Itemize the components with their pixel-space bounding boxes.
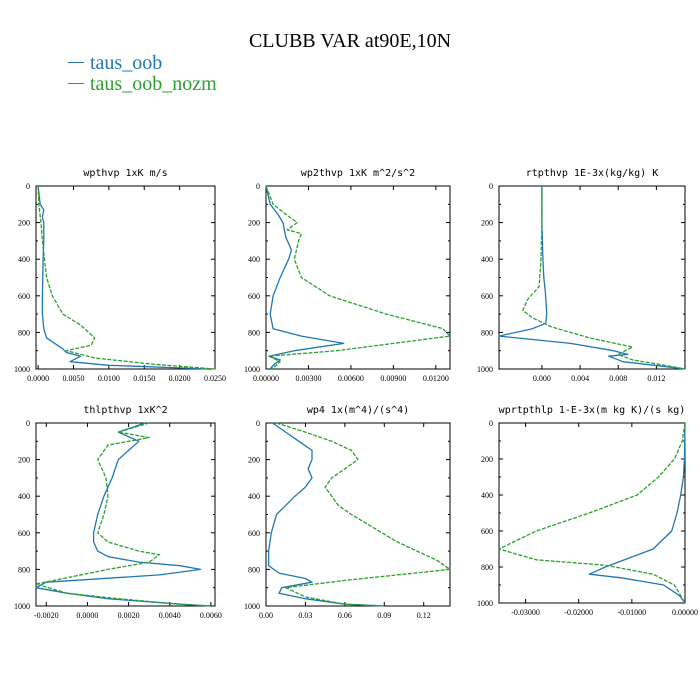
y-tick-label: 0	[489, 419, 493, 428]
x-tick-label: -0.03000	[511, 608, 540, 617]
y-tick-label: 400	[18, 492, 30, 501]
y-tick-label: 1000	[477, 365, 493, 374]
x-tick-label: 0.01200	[423, 374, 449, 383]
legend-label: taus_oob	[90, 52, 163, 74]
x-tick-label: 0.0040	[159, 611, 181, 620]
panel-title: thlpthvp 1xK^2	[83, 405, 167, 416]
x-tick-label: 0.0150	[133, 374, 155, 383]
x-tick-label: 0.12	[417, 611, 431, 620]
series-line-taus-oob-nozm	[265, 185, 451, 370]
chart-title: CLUBB VAR at90E,10N	[248, 30, 452, 52]
x-tick-label: 0.00000	[672, 608, 698, 617]
series-line-taus-oob	[265, 185, 345, 370]
x-tick-label: 0.0020	[118, 611, 140, 620]
plot-frame	[35, 422, 216, 607]
y-tick-label: 1000	[244, 365, 260, 374]
y-tick-label: 1000	[477, 599, 493, 608]
series-line-taus-oob	[588, 422, 686, 604]
y-tick-label: 600	[481, 527, 493, 536]
x-tick-label: 0.0050	[62, 374, 84, 383]
x-tick-label: 0.00600	[338, 374, 364, 383]
y-tick-label: 1000	[14, 365, 30, 374]
series-line-taus-oob-nozm	[35, 422, 211, 607]
y-tick-label: 600	[18, 529, 30, 538]
y-tick-label: 200	[481, 455, 493, 464]
y-tick-label: 200	[248, 219, 260, 228]
x-tick-label: 0.0100	[98, 374, 120, 383]
x-tick-label: 0.0000	[27, 374, 49, 383]
x-tick-label: 0.000	[533, 374, 551, 383]
x-tick-label: 0.00300	[295, 374, 321, 383]
y-tick-label: 0	[256, 182, 260, 191]
panel-title: wprtpthlp 1-E-3x(m kg K)/(s kg)	[499, 405, 686, 416]
y-tick-label: 0	[26, 419, 30, 428]
x-tick-label: 0.00	[259, 611, 273, 620]
y-tick-label: 400	[481, 491, 493, 500]
y-tick-label: 400	[248, 255, 260, 264]
y-tick-label: 1000	[244, 602, 260, 611]
series-line-taus-oob-nozm	[498, 422, 686, 604]
y-tick-label: 0	[256, 419, 260, 428]
y-tick-label: 200	[481, 219, 493, 228]
x-tick-label: 0.008	[609, 374, 627, 383]
y-tick-label: 600	[248, 529, 260, 538]
x-tick-label: -0.02000	[564, 608, 593, 617]
x-tick-label: 0.0000	[76, 611, 98, 620]
panel-title: wp4 1x(m^4)/(s^4)	[307, 405, 409, 416]
x-tick-label: 0.03	[298, 611, 312, 620]
legend-entry-taus-oob: taus_oob	[68, 52, 162, 75]
series-line-taus-oob-nozm	[522, 186, 686, 370]
series-line-taus-oob	[35, 422, 211, 607]
x-tick-label: -0.0020	[34, 611, 59, 620]
panel-title: rtpthvp 1E-3x(kg/kg) K	[526, 168, 658, 179]
x-tick-label: 0.06	[338, 611, 352, 620]
x-tick-label: 0.012	[647, 374, 665, 383]
x-tick-label: 0.004	[571, 374, 589, 383]
y-tick-label: 200	[18, 456, 30, 465]
y-tick-label: 400	[481, 255, 493, 264]
x-tick-label: 0.0250	[204, 374, 226, 383]
legend-line-icon	[68, 82, 84, 84]
y-tick-label: 400	[248, 492, 260, 501]
y-tick-label: 800	[18, 565, 30, 574]
x-tick-label: 0.00900	[380, 374, 406, 383]
panel-title: wp2thvp 1xK m^2/s^2	[301, 168, 415, 179]
plot-frame	[265, 422, 451, 607]
y-tick-label: 1000	[14, 602, 30, 611]
y-tick-label: 600	[481, 292, 493, 301]
x-tick-label: -0.01000	[618, 608, 647, 617]
y-tick-label: 0	[26, 182, 30, 191]
legend-entry-taus-oob-nozm: taus_oob_nozm	[68, 73, 217, 96]
panel-title: wpthvp 1xK m/s	[83, 168, 167, 179]
plot-frame	[265, 185, 451, 370]
series-line-taus-oob	[267, 422, 385, 607]
x-tick-label: 0.00000	[253, 374, 279, 383]
y-tick-label: 0	[489, 182, 493, 191]
legend-label: taus_oob_nozm	[90, 73, 217, 95]
x-tick-label: 0.0060	[200, 611, 222, 620]
y-tick-label: 800	[18, 328, 30, 337]
x-tick-label: 0.09	[377, 611, 391, 620]
y-tick-label: 400	[18, 255, 30, 264]
y-tick-label: 800	[481, 328, 493, 337]
y-tick-label: 200	[18, 219, 30, 228]
plot-frame	[35, 185, 216, 370]
y-tick-label: 800	[248, 328, 260, 337]
plot-frame	[498, 185, 686, 370]
y-tick-label: 600	[248, 292, 260, 301]
y-tick-label: 800	[481, 563, 493, 572]
legend-line-icon	[68, 61, 84, 63]
y-tick-label: 200	[248, 456, 260, 465]
x-tick-label: 0.0200	[169, 374, 191, 383]
series-line-taus-oob-nozm	[37, 185, 216, 370]
series-line-taus-oob-nozm	[276, 422, 451, 607]
y-tick-label: 800	[248, 565, 260, 574]
y-tick-label: 600	[18, 292, 30, 301]
series-line-taus-oob	[498, 186, 686, 370]
series-line-taus-oob	[37, 185, 208, 370]
